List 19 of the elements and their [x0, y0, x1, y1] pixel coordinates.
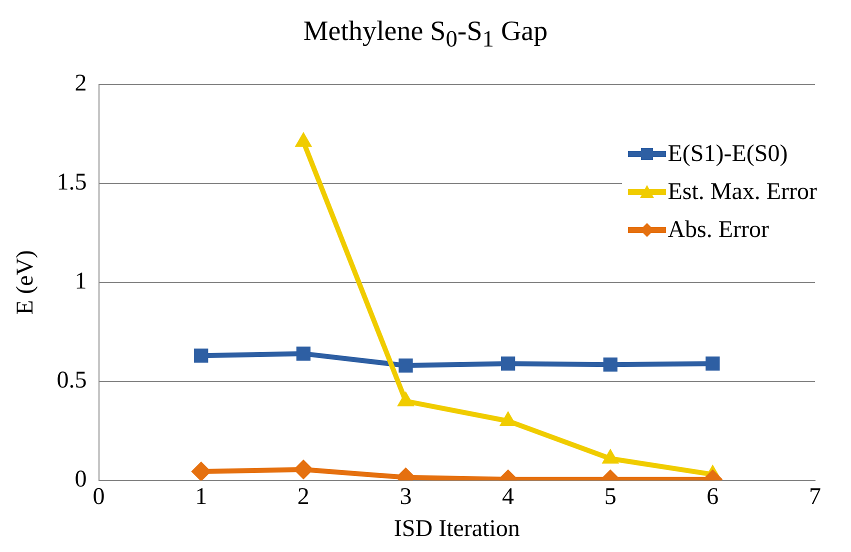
- y-tick-label: 2: [74, 70, 87, 97]
- y-tick-label: 0: [74, 466, 87, 493]
- y-axis-title: E (eV): [12, 250, 39, 315]
- y-tick-label: 1: [74, 268, 87, 295]
- x-tick-label: 3: [400, 484, 412, 510]
- chart-title: Methylene S$_{0}$-S$_{1}$ Gap: [302, 15, 549, 55]
- y-tick-label: 1.5: [56, 170, 87, 196]
- y-tick-label: 0.5: [56, 368, 87, 394]
- x-tick-label: 6: [706, 484, 719, 510]
- legend-label: Abs. Error: [668, 216, 770, 244]
- x-tick-label: 2: [297, 484, 310, 510]
- legend-label: E(S1)-E(S0): [668, 140, 788, 168]
- x-tick-label: 4: [502, 484, 514, 510]
- x-tick-label: 1: [195, 484, 208, 510]
- x-tick-label: 0: [92, 484, 105, 510]
- x-tick-label: 7: [809, 484, 821, 510]
- legend-label: Est. Max. Error: [668, 178, 817, 206]
- x-tick-label: 5: [604, 484, 616, 510]
- x-axis-title: ISD Iteration: [394, 516, 520, 542]
